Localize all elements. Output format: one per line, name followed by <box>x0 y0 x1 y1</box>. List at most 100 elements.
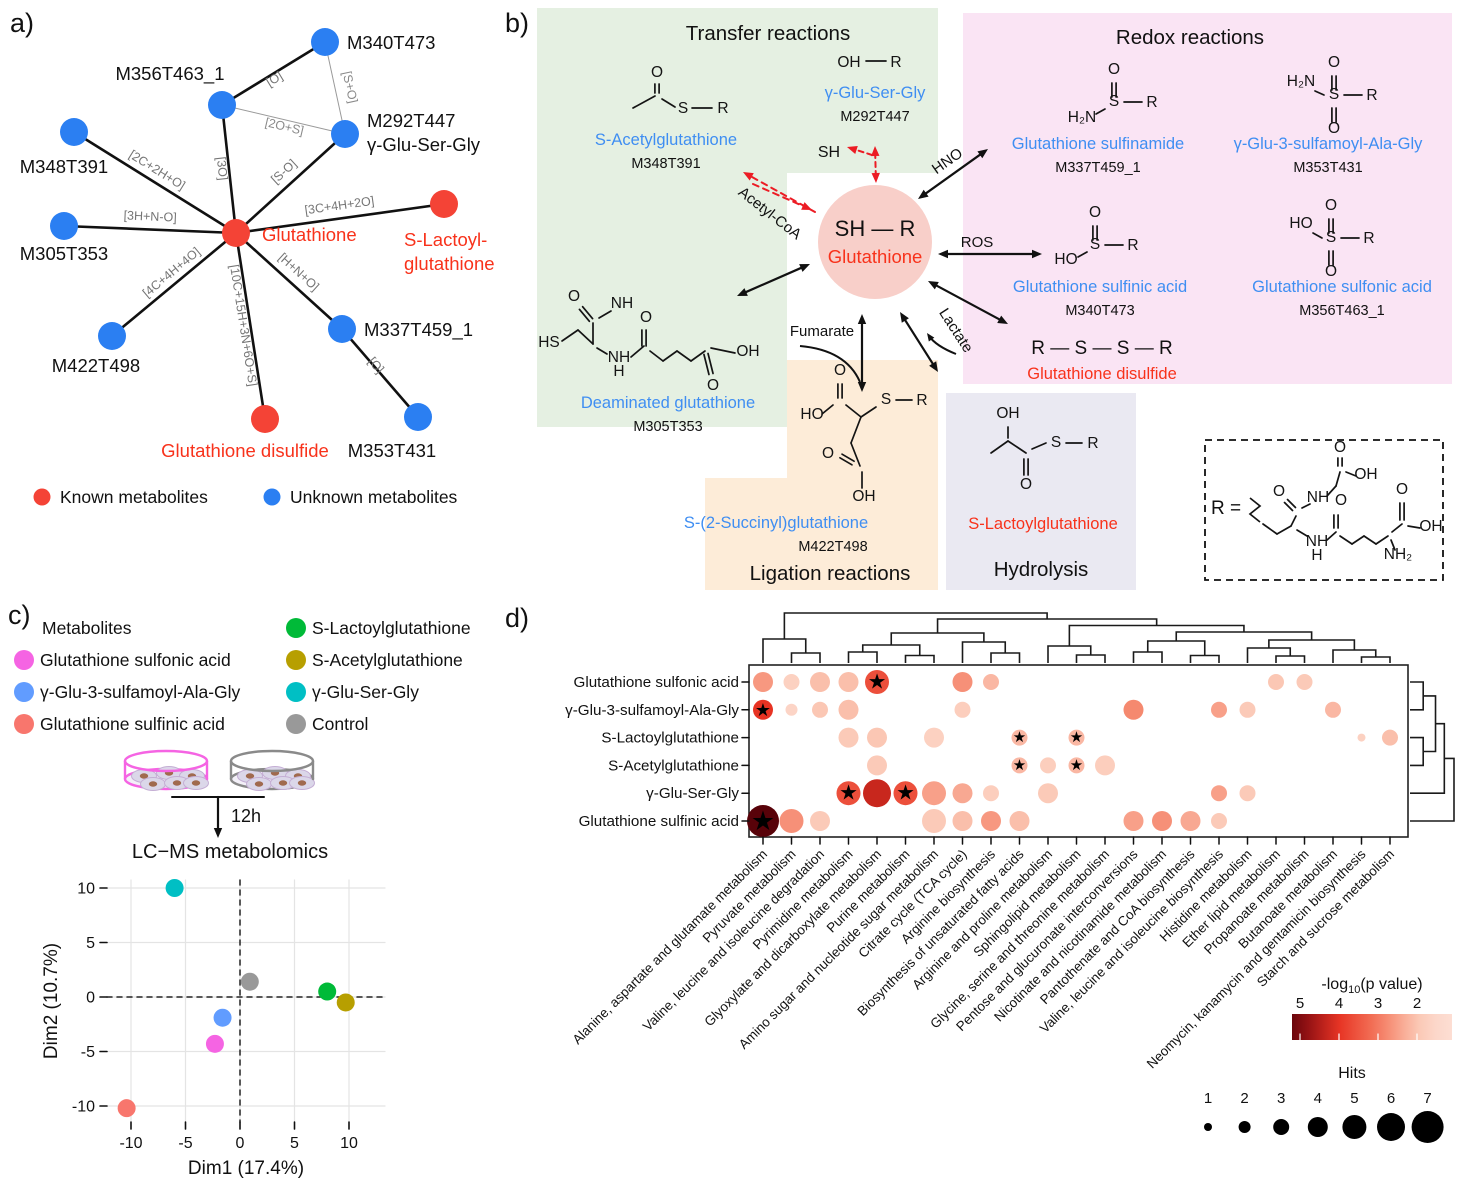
bond <box>821 404 834 415</box>
size-tick-label: 6 <box>1387 1090 1395 1107</box>
node-label: Glutathione disulfide <box>161 440 329 461</box>
atom-label: O <box>568 288 580 305</box>
arrowhead-icon <box>997 315 1008 324</box>
legend-label: Known metabolites <box>60 487 208 507</box>
pathway-dot <box>753 672 773 692</box>
pathway-dot <box>779 809 804 833</box>
pathway-dot <box>836 781 861 806</box>
arrowhead-icon <box>977 149 988 159</box>
metabolite-node <box>328 315 356 343</box>
network-edge <box>220 40 327 107</box>
bond <box>1351 535 1365 545</box>
pathway-dot <box>1009 811 1030 831</box>
atom-label: NH <box>611 295 633 312</box>
col-dendrogram-branch <box>790 652 821 663</box>
glutathione-name: Glutathione <box>828 246 923 267</box>
pathway-dot <box>1211 785 1227 802</box>
pathway-dot <box>747 805 779 837</box>
pathway-dot <box>1123 699 1144 720</box>
pathway-dot <box>954 701 971 718</box>
metabolite-node <box>404 403 432 431</box>
significance-star-icon: ★ <box>868 671 887 694</box>
atom-label: O <box>1273 483 1285 500</box>
bond <box>577 329 594 345</box>
pathway-dot <box>785 703 798 716</box>
legend-label: γ-Glu-Ser-Gly <box>312 682 419 702</box>
size-legend-dot <box>1204 1123 1212 1131</box>
structure-sulfamoyl: H₂N SO O R <box>1287 54 1378 137</box>
compound-code: M353T431 <box>1293 160 1362 176</box>
legend-dot-icon <box>14 714 34 734</box>
bond <box>1007 440 1027 454</box>
atom-label: S <box>881 391 891 408</box>
atom-label: R <box>717 100 728 117</box>
y-tick-label: 0 <box>86 990 95 1007</box>
legend-label: Glutathione sulfonic acid <box>40 650 231 670</box>
pathway-dot <box>893 781 918 806</box>
node-label: M356T463_1 <box>115 63 224 85</box>
network-edge <box>234 202 446 235</box>
bond <box>990 440 1009 454</box>
significance-star-icon: ★ <box>751 806 775 836</box>
atom-label: O <box>1325 263 1337 280</box>
atom-label: O <box>1325 197 1337 214</box>
r-definition-box <box>1204 439 1444 581</box>
structure-ohr: OH R <box>837 54 901 71</box>
redox-reactions-background <box>963 13 1452 384</box>
network-edge <box>110 231 238 338</box>
pathway-dot <box>1357 733 1366 742</box>
bond <box>1390 539 1396 551</box>
arrowhead-icon <box>929 361 938 372</box>
arrowhead-icon <box>1032 249 1042 259</box>
bond <box>1345 471 1357 477</box>
compound-name: Glutathione disulfide <box>1027 365 1177 383</box>
network-edge <box>220 103 238 235</box>
pca-point <box>117 1099 136 1118</box>
col-dendrogram-branch <box>890 632 985 645</box>
size-tick-label: 2 <box>1240 1090 1248 1107</box>
pathway-dot <box>810 672 830 692</box>
metabolite-node <box>331 120 359 148</box>
atom-label: O <box>1020 476 1032 493</box>
culture-dish <box>229 749 315 791</box>
bond <box>1375 535 1389 545</box>
atom-label: NH <box>608 349 630 366</box>
pathway-dot <box>865 670 889 694</box>
size-legend-dot <box>1377 1113 1405 1141</box>
double-bond <box>841 453 855 463</box>
pathway-dot <box>1068 757 1085 774</box>
row-label: Glutathione sulfonic acid <box>574 674 739 691</box>
panel-c-experiment: Metabolites Glutathione sulfonic acid γ-Gl… <box>14 618 471 1179</box>
row-dendrogram-branch <box>1410 736 1424 767</box>
row-dendrogram-branch <box>1410 681 1424 711</box>
pca-title: LC−MS metabolomics <box>132 841 328 863</box>
panel-d-letter: d) <box>505 603 529 633</box>
bond <box>1407 525 1421 529</box>
scheme-label: Fumarate <box>790 323 854 340</box>
atom-label: OH <box>996 405 1019 422</box>
size-tick-label: 1 <box>1204 1090 1212 1107</box>
node-label: γ-Glu-Ser-Gly <box>367 134 481 155</box>
arrowhead-icon <box>799 264 810 272</box>
col-dendrogram-branch <box>1068 624 1245 646</box>
pathway-dot <box>1180 811 1201 831</box>
pca-point <box>205 1034 224 1053</box>
atom-label: S <box>1051 434 1061 451</box>
pca-point <box>213 1008 232 1027</box>
bond <box>845 404 862 418</box>
cell-nucleus <box>148 781 158 787</box>
cell-nucleus <box>172 780 182 786</box>
pathway-dot <box>812 701 828 718</box>
arrowhead-icon <box>743 172 754 181</box>
metabolite-node <box>50 212 78 240</box>
col-dendrogram-branch <box>1132 651 1163 663</box>
pca-point <box>240 972 259 991</box>
bond <box>649 350 664 362</box>
legend-dot-icon <box>286 618 306 638</box>
pathway-dot <box>981 811 1001 831</box>
atom-label: S <box>1109 93 1119 110</box>
atom-label: O <box>1108 61 1120 78</box>
pathway-dot <box>783 674 800 690</box>
y-tick-label: 10 <box>77 881 95 898</box>
arrowhead-icon <box>927 333 935 342</box>
